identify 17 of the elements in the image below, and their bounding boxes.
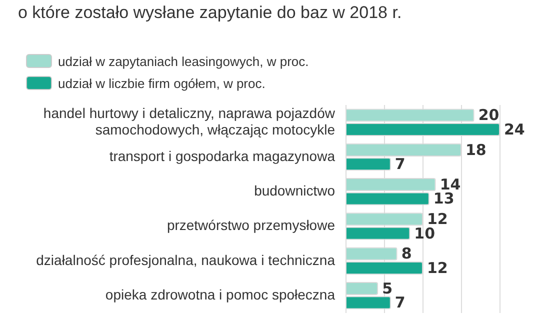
data-label: 18 bbox=[466, 140, 486, 159]
data-label: 12 bbox=[427, 258, 448, 277]
data-label: 5 bbox=[382, 279, 393, 298]
data-label: 7 bbox=[394, 294, 406, 312]
data-label: 24 bbox=[504, 120, 525, 138]
data-label: 20 bbox=[478, 106, 500, 124]
y-tick-label: handel hurtowy i detaliczny, naprawa pojazdów samochodowych, włączając motocykle bbox=[43, 105, 336, 138]
data-label: 8 bbox=[401, 244, 412, 263]
y-tick-label: opieka zdrowotna i pomoc społeczna bbox=[105, 286, 336, 302]
data-label: 7 bbox=[394, 155, 406, 174]
y-tick-label: przetwórstwo przemysłowe bbox=[166, 217, 336, 234]
legend-label: udział w liczbie firm ogółem, w proc. bbox=[58, 76, 266, 90]
y-tick-label: transport i gospodarka magazynowa bbox=[109, 148, 336, 164]
y-tick-label: działalność profesjonalna, naukowa i techniczna bbox=[36, 252, 336, 268]
legend-label: udział w zapytaniach leasingowych, w proc. bbox=[58, 54, 309, 68]
y-tick-label: budownictwo bbox=[254, 182, 336, 199]
text: o które zostało wysłane zapytanie do baz w 2018 r. bbox=[18, 2, 403, 23]
